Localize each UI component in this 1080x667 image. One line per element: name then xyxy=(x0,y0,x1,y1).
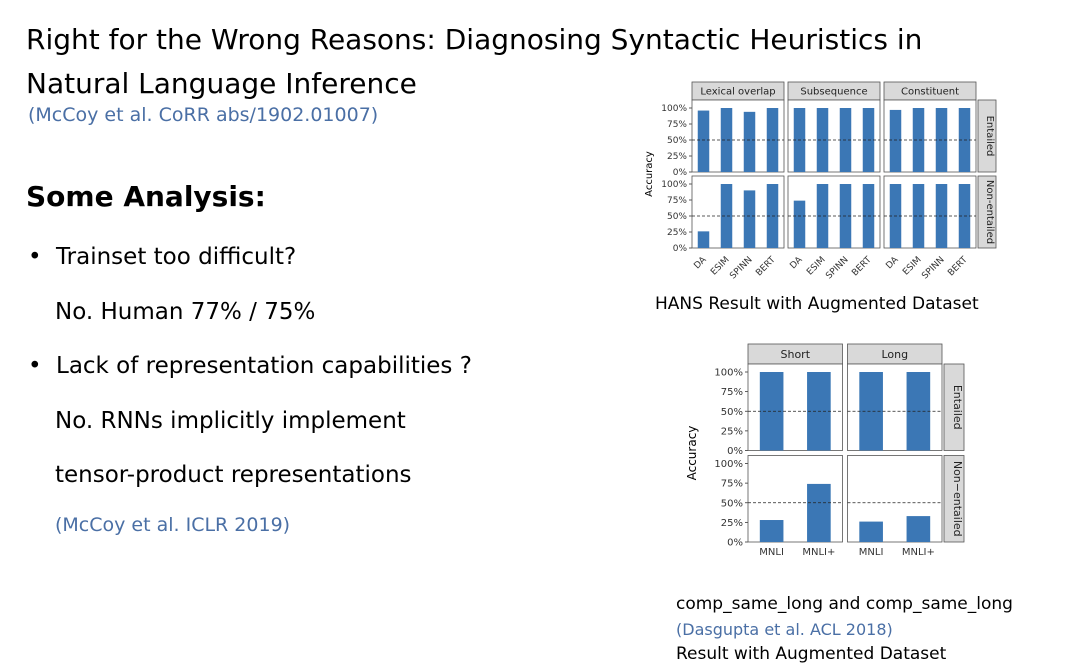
x-tick-label: SPINN xyxy=(920,255,946,281)
y-axis-label: Accuracy xyxy=(685,426,699,481)
chart2-caption-line-2: Result with Augmented Dataset xyxy=(676,644,947,664)
bar-ESIM xyxy=(720,184,733,248)
title-line-1: Right for the Wrong Reasons: Diagnosing … xyxy=(26,23,923,56)
bar-MNLI xyxy=(859,372,883,451)
y-tick-label: 25% xyxy=(667,228,687,238)
comp-same-long-chart: Accuracy Short Long Entailed 0% 25% 50% 75% 100%… xyxy=(685,343,965,558)
bar-ESIM xyxy=(912,184,925,248)
facet-label-2: Constituent xyxy=(901,87,959,98)
bullet-answer-2-line-2: tensor-product representations xyxy=(55,462,412,488)
hans-results-chart: Accuracy Lexical overlap Subsequence Consti… xyxy=(644,81,997,281)
bar-DA xyxy=(889,109,902,172)
bar-MNLI xyxy=(759,520,784,542)
x-tick-label: MNLI+ xyxy=(902,547,935,558)
x-tick-label: DA xyxy=(692,254,709,271)
facet-label-1: Subsequence xyxy=(800,87,867,98)
bar-MNLI+ xyxy=(807,483,831,542)
bullet-text-2: Lack of representation capabilities ? xyxy=(56,353,472,379)
bar-MNLI+ xyxy=(906,516,931,542)
y-tick-label: 75% xyxy=(667,196,687,206)
y-tick-label: 75% xyxy=(667,120,687,130)
title-line-2: Natural Language Inference xyxy=(26,67,417,100)
bar-ESIM xyxy=(816,108,829,172)
y-tick-label: 0% xyxy=(673,168,688,178)
bar-DA xyxy=(793,200,806,248)
chart2-caption-citation: (Dasgupta et al. ACL 2018) xyxy=(676,620,893,639)
chart1-caption: HANS Result with Augmented Dataset xyxy=(655,294,979,314)
bar-ESIM xyxy=(912,108,925,172)
y-tick-label: 100% xyxy=(661,104,687,114)
row-strip-1 xyxy=(943,455,965,543)
section-heading: Some Analysis: xyxy=(26,180,266,213)
bullet-citation: (McCoy et al. ICLR 2019) xyxy=(55,514,291,536)
y-tick-label: 0% xyxy=(727,446,743,457)
bar-DA xyxy=(697,231,710,248)
chart2-caption: comp_same_long and comp_same_long (Dasgu… xyxy=(676,592,1013,667)
chart2-caption-line-1: comp_same_long and comp_same_long xyxy=(676,594,1013,614)
facet-label-0: Lexical overlap xyxy=(700,87,775,98)
x-tick-label: BERT xyxy=(754,255,778,279)
bullet-text-1: Trainset too difficult? xyxy=(56,244,297,270)
bar-MNLI xyxy=(859,521,883,542)
bullet-dot-icon: • xyxy=(28,353,42,379)
x-tick-label: BERT xyxy=(850,255,874,279)
x-tick-label: MNLI+ xyxy=(802,547,835,558)
y-tick-label: 50% xyxy=(721,407,743,418)
row-strip-0 xyxy=(977,99,997,173)
y-tick-label: 100% xyxy=(714,368,743,379)
x-tick-label: DA xyxy=(884,254,901,271)
slide-title: Right for the Wrong Reasons: Diagnosing … xyxy=(26,18,922,106)
bar-ESIM xyxy=(816,184,829,248)
bullet-answer-2-line-1: No. RNNs implicitly implement xyxy=(55,408,406,434)
bullet-dot-icon: • xyxy=(28,244,42,270)
y-tick-label: 100% xyxy=(714,459,743,470)
row-strip-1 xyxy=(977,175,997,249)
facet-label-0: Short xyxy=(780,348,810,361)
y-tick-label: 0% xyxy=(727,538,743,549)
y-tick-label: 50% xyxy=(667,212,687,222)
y-axis-label: Accuracy xyxy=(644,151,655,197)
row-label-0: Entailed xyxy=(984,116,995,157)
bar-SPINN xyxy=(743,190,756,248)
x-tick-label: BERT xyxy=(946,255,970,279)
row-label-0: Entailed xyxy=(951,385,964,430)
x-tick-label: SPINN xyxy=(728,255,754,281)
row-strip-0 xyxy=(943,363,965,451)
bullet-item-1: • Trainset too difficult? xyxy=(28,244,296,270)
y-tick-label: 50% xyxy=(721,498,743,509)
bullet-answer-1: No. Human 77% / 75% xyxy=(55,299,316,325)
y-tick-label: 0% xyxy=(673,244,688,254)
y-tick-label: 75% xyxy=(721,387,743,398)
paper-citation: (McCoy et al. CoRR abs/1902.01007) xyxy=(28,104,379,126)
x-tick-label: MNLI xyxy=(759,547,784,558)
y-tick-label: 50% xyxy=(667,136,687,146)
row-label-1: Non-entailed xyxy=(984,180,995,244)
bar-DA xyxy=(697,110,710,172)
bar-ESIM xyxy=(720,108,733,172)
x-tick-label: DA xyxy=(788,254,805,271)
y-tick-label: 25% xyxy=(667,152,687,162)
y-tick-label: 25% xyxy=(721,518,743,529)
x-tick-label: SPINN xyxy=(824,255,850,281)
bar-MNLI xyxy=(759,372,784,451)
x-tick-label: MNLI xyxy=(859,547,884,558)
y-tick-label: 100% xyxy=(661,180,687,190)
facet-label-1: Long xyxy=(881,348,908,361)
row-label-1: Non−entailed xyxy=(951,461,964,537)
y-tick-label: 75% xyxy=(721,479,743,490)
bullet-item-2: • Lack of representation capabilities ? xyxy=(28,353,472,379)
bar-SPINN xyxy=(743,111,756,172)
y-tick-label: 25% xyxy=(721,426,743,437)
